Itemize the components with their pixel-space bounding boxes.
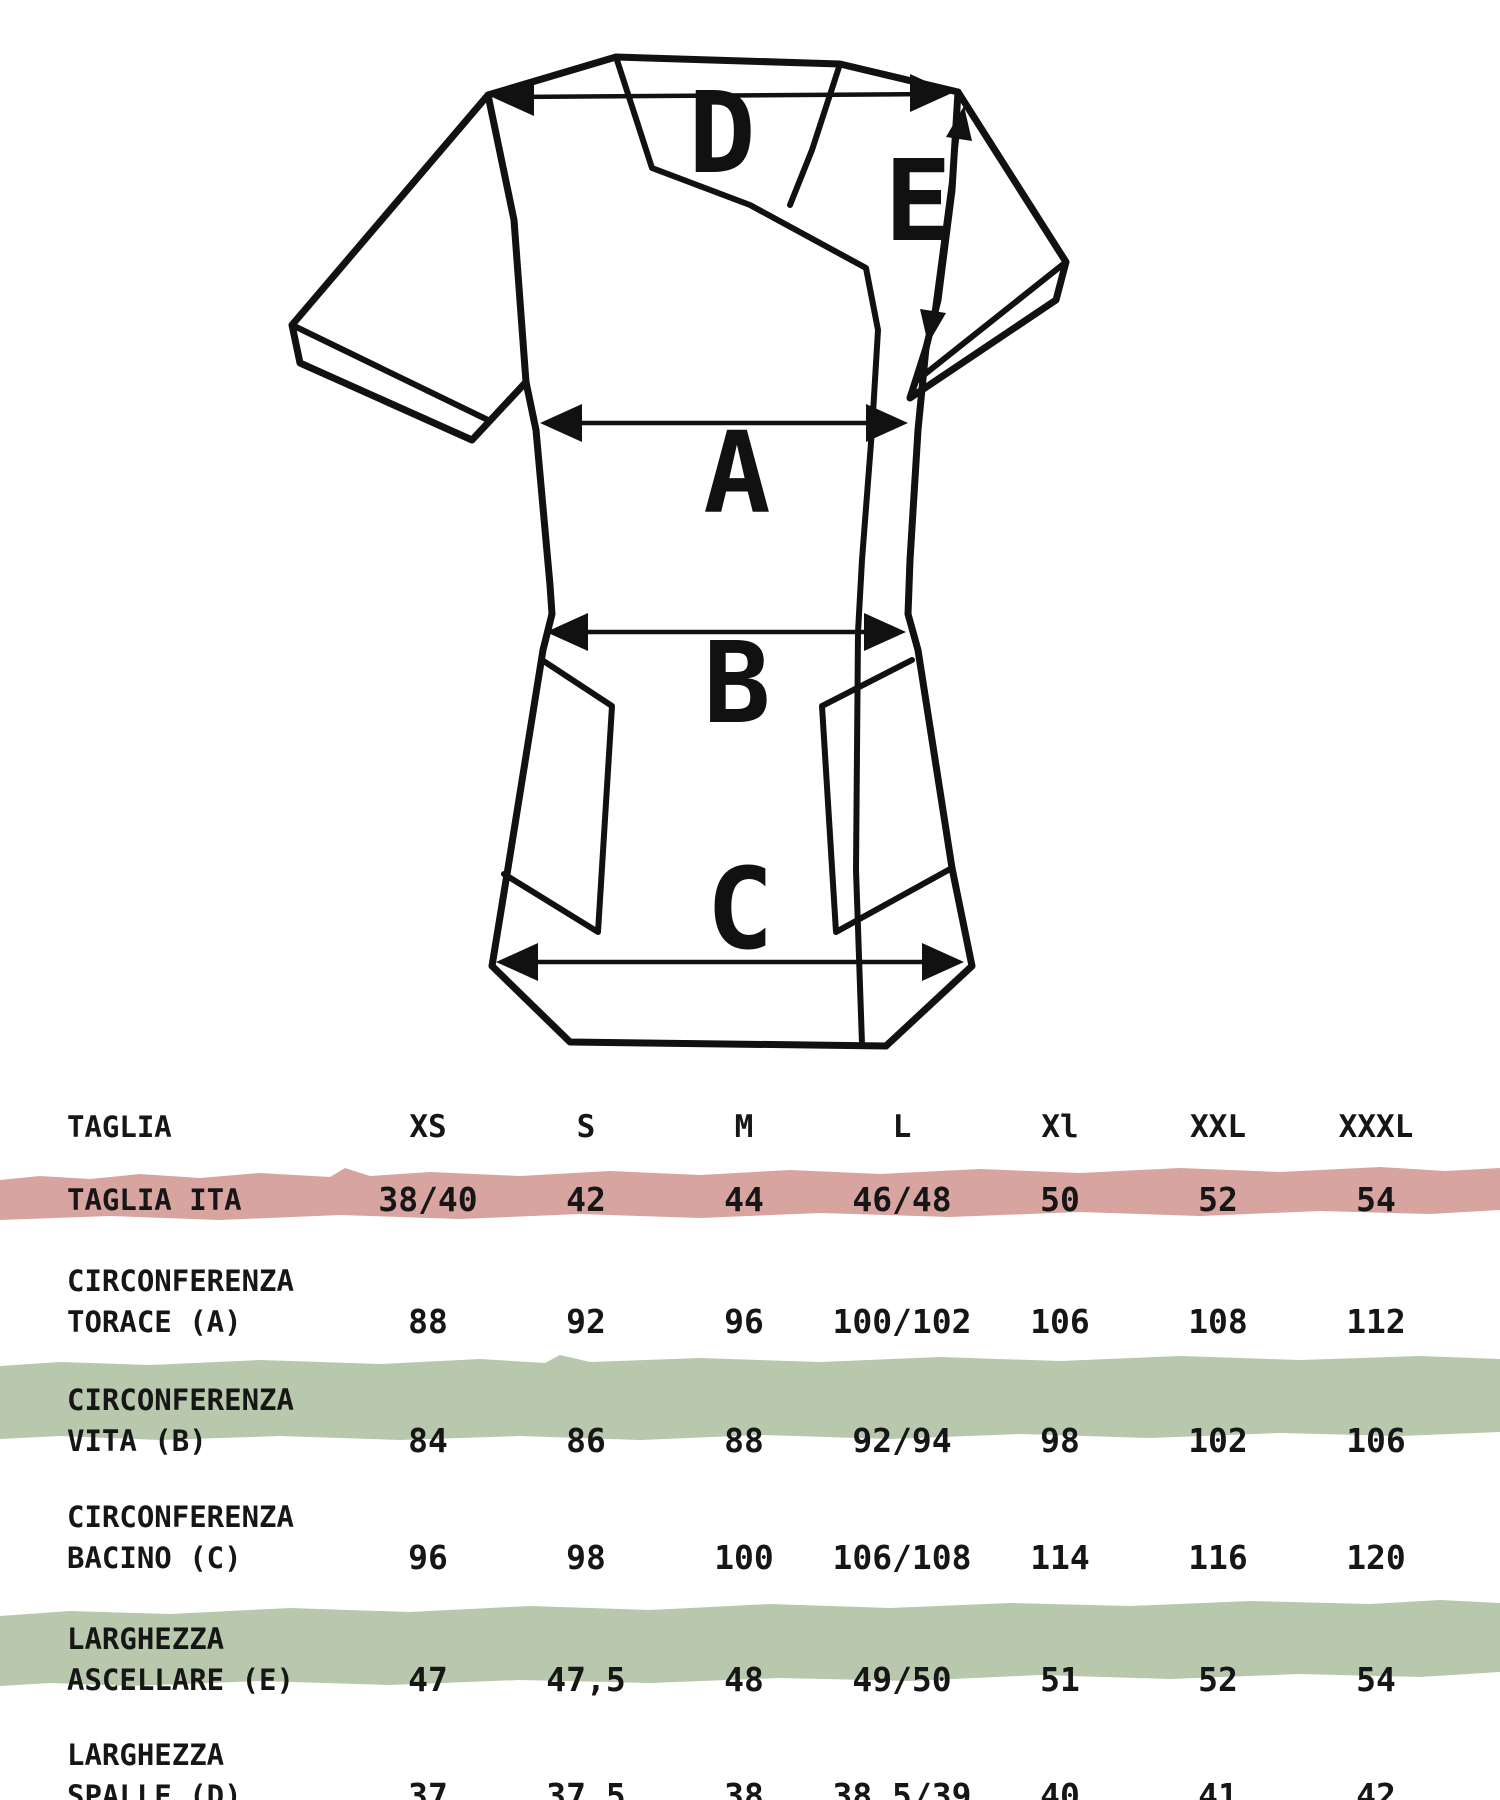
- garment-diagram: D E A B C: [288, 53, 1070, 1050]
- dim-label-c: C: [706, 845, 773, 975]
- table-row-bacino: CIRCONFERENZA BACINO (C) 96 98 100 106/1…: [0, 1500, 1500, 1578]
- dim-label-e: E: [884, 137, 951, 267]
- cell-value: 52: [1198, 1180, 1238, 1219]
- cell-value: 38: [724, 1776, 764, 1800]
- arrow-e: [928, 115, 963, 335]
- header-size-m: M: [734, 1109, 754, 1145]
- row-label: TAGLIA ITA: [67, 1183, 242, 1217]
- row-label-line2: BACINO (C): [67, 1541, 242, 1575]
- table-row-taglia-ita: TAGLIA ITA 38/40 42 44 46/48 50 52 54: [0, 1180, 1500, 1220]
- cell-value: 114: [1030, 1538, 1090, 1577]
- cell-value: 47,5: [546, 1660, 626, 1699]
- row-label-line1: LARGHEZZA: [67, 1622, 225, 1656]
- table-row-vita: CIRCONFERENZA VITA (B) 84 86 88 92/94 98…: [0, 1383, 1500, 1461]
- cell-value: 92/94: [852, 1421, 952, 1460]
- cell-value: 92: [566, 1302, 606, 1341]
- row-label-line2: TORACE (A): [67, 1305, 242, 1339]
- table-header-row: TAGLIA XS S M L Xl XXL XXXL: [0, 1107, 1500, 1147]
- cell-value: 54: [1356, 1180, 1396, 1219]
- cell-value: 108: [1188, 1302, 1248, 1341]
- arrow-a-head-left: [540, 404, 582, 442]
- header-size-l: L: [892, 1109, 912, 1145]
- arrow-c-head-right: [922, 943, 964, 981]
- left-sleeve: [288, 91, 530, 444]
- row-label-line2: SPALLE (D): [67, 1779, 242, 1800]
- cell-value: 38,5/39: [832, 1776, 972, 1800]
- cell-value: 100/102: [832, 1302, 972, 1341]
- arrow-e-head-top: [946, 106, 972, 141]
- header-size-s: S: [576, 1109, 596, 1145]
- arrow-c-head-left: [496, 943, 538, 981]
- cell-value: 50: [1040, 1180, 1080, 1219]
- dim-label-b: B: [703, 619, 770, 749]
- dim-label-a: A: [703, 409, 770, 539]
- row-label-line1: CIRCONFERENZA: [67, 1383, 294, 1417]
- arrow-b-head-left: [546, 613, 588, 651]
- arrow-e-head-bottom: [920, 309, 946, 344]
- header-size-xl: Xl: [1041, 1109, 1079, 1145]
- cell-value: 106: [1346, 1421, 1406, 1460]
- table-row-torace: CIRCONFERENZA TORACE (A) 88 92 96 100/10…: [0, 1264, 1500, 1342]
- highlight-band-ascellare: [0, 1600, 1500, 1686]
- cell-value: 84: [408, 1421, 448, 1460]
- header-taglia: TAGLIA: [67, 1110, 172, 1144]
- right-cuff-band: [912, 259, 1069, 385]
- cell-value: 51: [1040, 1660, 1080, 1699]
- cell-value: 44: [724, 1180, 764, 1219]
- cell-value: 112: [1346, 1302, 1406, 1341]
- cell-value: 41: [1198, 1776, 1238, 1800]
- cell-value: 86: [566, 1421, 606, 1460]
- table-row-spalle: LARGHEZZA SPALLE (D) 37 37,5 38 38,5/39 …: [0, 1738, 1500, 1800]
- header-size-xs: XS: [409, 1109, 447, 1145]
- neckline-under-edge: [787, 61, 843, 208]
- cell-value: 47: [408, 1660, 448, 1699]
- cell-value: 88: [724, 1421, 764, 1460]
- arrow-d: [509, 91, 937, 100]
- cell-value: 46/48: [852, 1180, 952, 1219]
- cell-value: 106/108: [832, 1538, 972, 1577]
- cell-value: 42: [1356, 1776, 1396, 1800]
- left-pocket: [501, 657, 615, 935]
- cell-value: 54: [1356, 1660, 1396, 1699]
- row-label-line1: CIRCONFERENZA: [67, 1500, 294, 1534]
- row-label-line2: VITA (B): [67, 1424, 207, 1458]
- right-pocket: [819, 657, 955, 935]
- arrow-d-head-left: [492, 78, 534, 116]
- cell-value: 106: [1030, 1302, 1090, 1341]
- arrow-a-head-right: [866, 404, 908, 442]
- table-row-ascellare: LARGHEZZA ASCELLARE (E) 47 47,5 48 49/50…: [0, 1622, 1500, 1700]
- arrow-b-head-right: [864, 613, 906, 651]
- cell-value: 40: [1040, 1776, 1080, 1800]
- neckline-wrap-edge: [613, 54, 881, 1047]
- arrow-d-head-right: [910, 74, 952, 112]
- header-size-xxl: XXL: [1190, 1109, 1246, 1145]
- cell-value: 42: [566, 1180, 606, 1219]
- dim-label-d: D: [688, 69, 755, 199]
- cell-value: 48: [724, 1660, 764, 1699]
- cell-value: 49/50: [852, 1660, 952, 1699]
- cell-value: 120: [1346, 1538, 1406, 1577]
- cell-value: 52: [1198, 1660, 1238, 1699]
- cell-value: 38/40: [378, 1180, 478, 1219]
- cell-value: 88: [408, 1302, 448, 1341]
- header-size-xxxl: XXXL: [1338, 1109, 1414, 1145]
- left-cuff-band: [289, 322, 493, 424]
- cell-value: 37,5: [546, 1776, 626, 1800]
- size-table: TAGLIA XS S M L Xl XXL XXXL TAGLIA ITA 3…: [0, 1080, 1500, 1800]
- row-label-line1: LARGHEZZA: [67, 1738, 225, 1772]
- highlight-band-taglia-ita: [0, 1167, 1500, 1220]
- row-label-line1: CIRCONFERENZA: [67, 1264, 294, 1298]
- cell-value: 116: [1188, 1538, 1248, 1577]
- highlight-band-vita: [0, 1355, 1500, 1440]
- row-label-line2: ASCELLARE (E): [67, 1663, 294, 1697]
- cell-value: 102: [1188, 1421, 1248, 1460]
- cell-value: 96: [408, 1538, 448, 1577]
- cell-value: 100: [714, 1538, 774, 1577]
- cell-value: 37: [408, 1776, 448, 1800]
- cell-value: 96: [724, 1302, 764, 1341]
- cell-value: 98: [1040, 1421, 1080, 1460]
- cell-value: 98: [566, 1538, 606, 1577]
